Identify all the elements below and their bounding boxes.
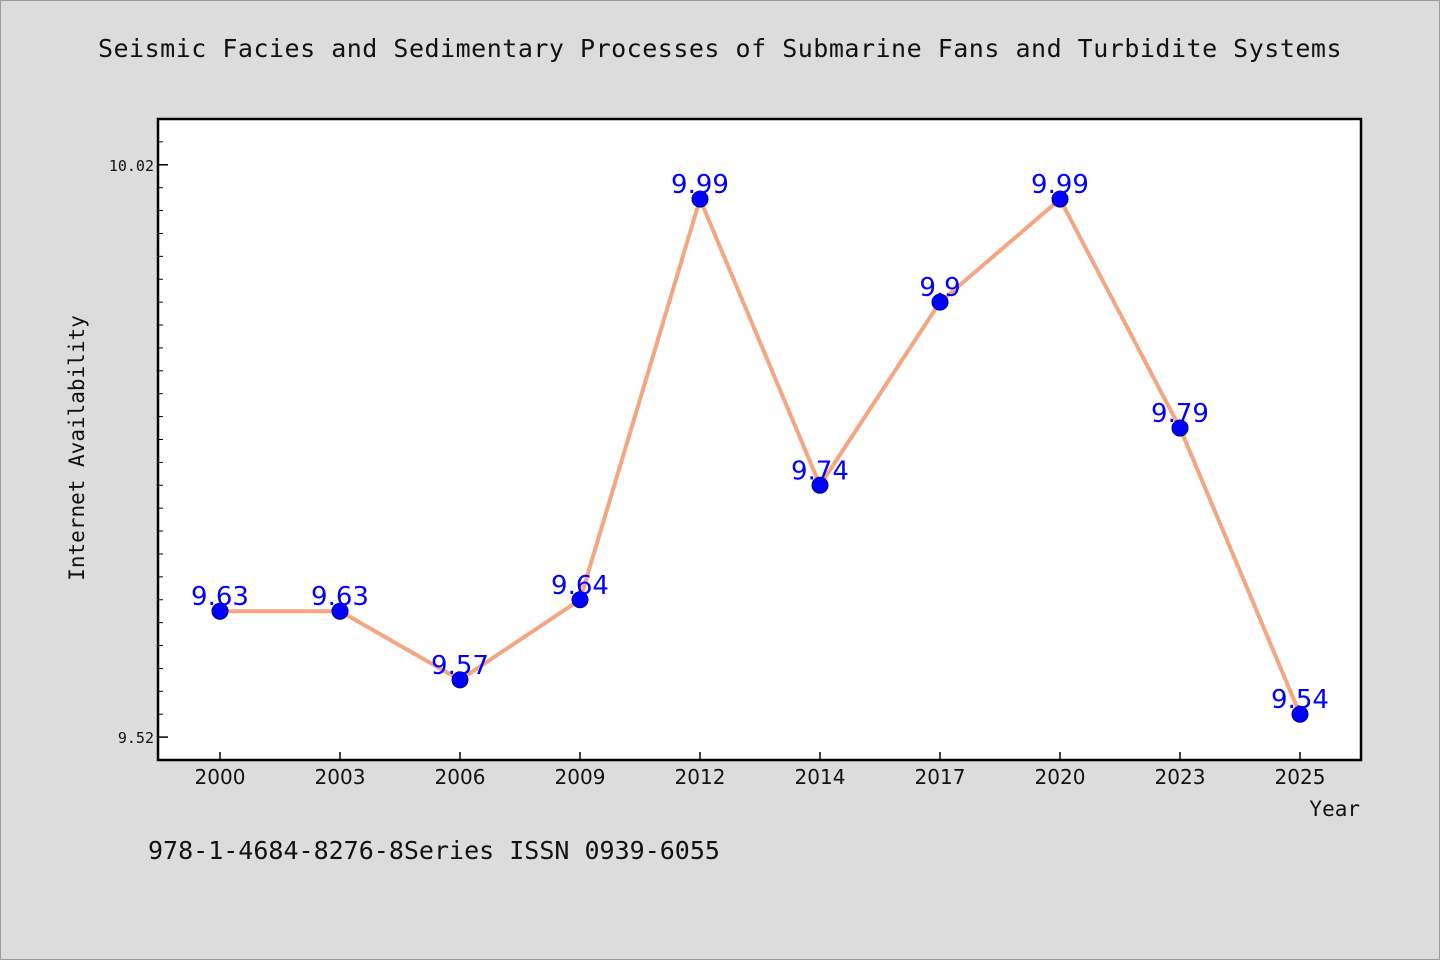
data-point bbox=[691, 190, 709, 208]
data-label: 9.99 bbox=[1031, 170, 1089, 200]
data-point bbox=[211, 602, 229, 620]
x-tick-label: 2006 bbox=[435, 765, 486, 789]
data-point bbox=[1171, 419, 1189, 437]
y-tick-label: 9.52 bbox=[118, 729, 154, 747]
chart-title: Seismic Facies and Sedimentary Processes… bbox=[97, 34, 1343, 63]
data-label: 9.79 bbox=[1151, 399, 1209, 429]
x-tick-label: 2000 bbox=[195, 765, 246, 789]
plot-area bbox=[158, 119, 1361, 760]
data-label: 9.99 bbox=[671, 170, 729, 200]
series-line bbox=[220, 197, 1302, 715]
data-label: 9.63 bbox=[311, 582, 369, 612]
data-label: 9.57 bbox=[431, 651, 489, 681]
x-tick-label: 2014 bbox=[795, 765, 846, 789]
data-point bbox=[571, 591, 589, 609]
x-tick-label: 2012 bbox=[675, 765, 726, 789]
data-point bbox=[1051, 190, 1069, 208]
x-tick-label: 2020 bbox=[1035, 765, 1086, 789]
data-label: 9.9 bbox=[919, 273, 960, 303]
data-point bbox=[1291, 705, 1309, 723]
data-point bbox=[931, 293, 949, 311]
data-label: 9.64 bbox=[551, 571, 609, 601]
x-tick-label: 2009 bbox=[555, 765, 606, 789]
x-tick-label: 2023 bbox=[1155, 765, 1206, 789]
plot-frame bbox=[156, 117, 1363, 762]
x-tick-label: 2025 bbox=[1275, 765, 1326, 789]
x-axis-label: Year bbox=[1309, 797, 1360, 821]
data-label: 9.54 bbox=[1271, 685, 1329, 715]
y-axis-label: Internet Availability bbox=[65, 315, 89, 581]
data-point bbox=[331, 602, 349, 620]
footer-isbn-text: 978-1-4684-8276-8Series ISSN 0939-6055 bbox=[148, 836, 720, 865]
data-label: 9.74 bbox=[791, 456, 849, 486]
x-tick-label: 2003 bbox=[315, 765, 366, 789]
data-point bbox=[451, 671, 469, 689]
data-point bbox=[811, 476, 829, 494]
data-label: 9.63 bbox=[191, 582, 249, 612]
y-tick-label: 10.02 bbox=[109, 157, 154, 175]
x-tick-label: 2017 bbox=[915, 765, 966, 789]
